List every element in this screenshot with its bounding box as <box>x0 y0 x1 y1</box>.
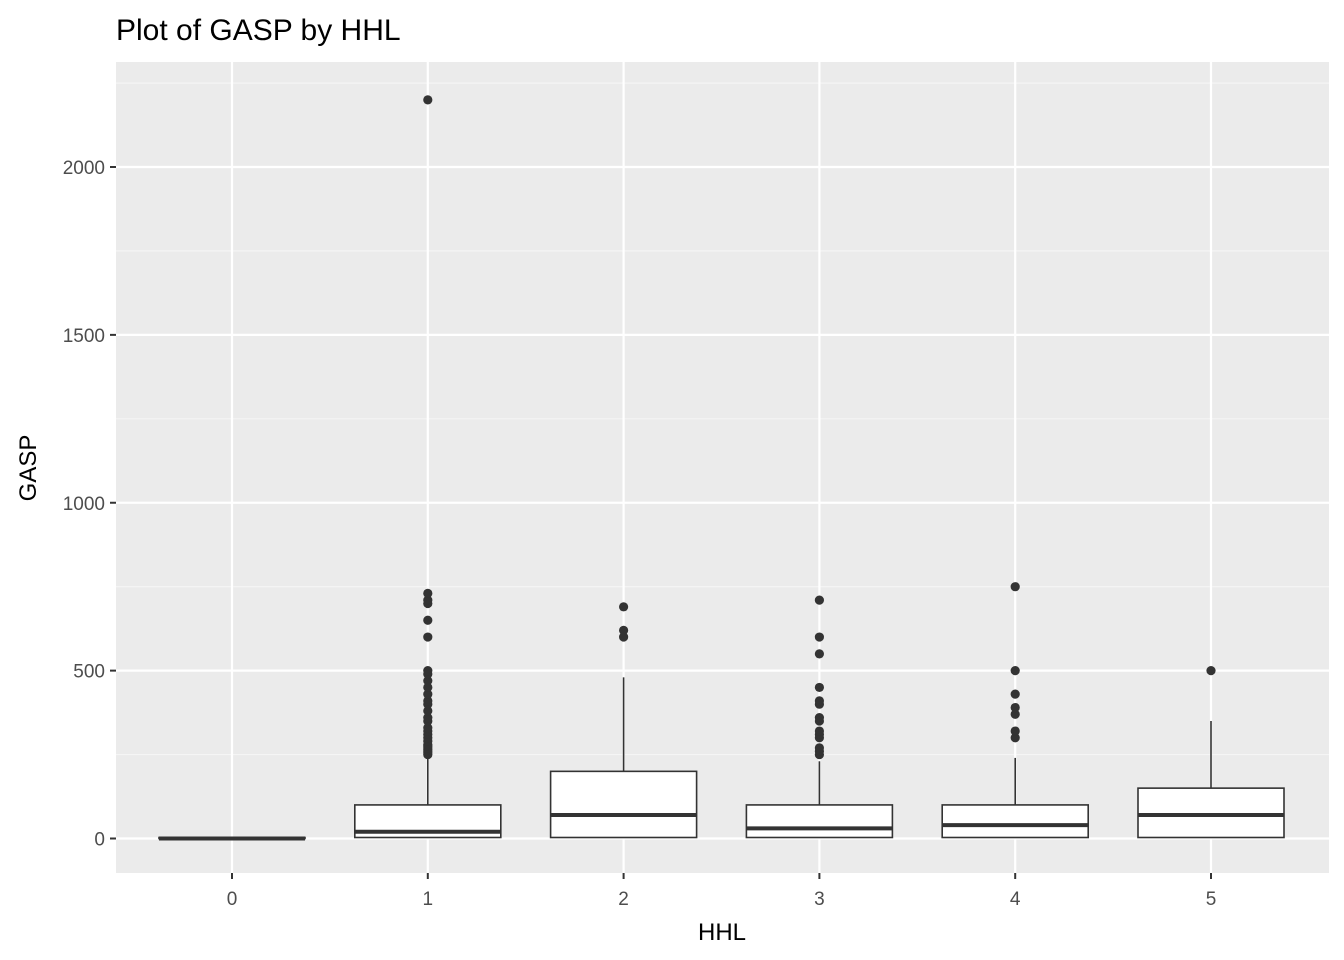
chart-title: Plot of GASP by HHL <box>116 14 401 47</box>
x-tick-label: 3 <box>814 889 825 910</box>
box-series <box>158 95 1285 841</box>
outlier-point <box>1010 733 1020 743</box>
y-axis-title: GASP <box>15 435 42 502</box>
outlier-point <box>423 689 433 699</box>
x-tick-label: 0 <box>227 889 238 910</box>
outlier-point <box>423 723 433 733</box>
outlier-point <box>423 595 433 605</box>
outlier-point <box>619 625 629 635</box>
outlier-point <box>423 632 433 642</box>
box-category-0 <box>158 836 306 841</box>
y-axis-ticks: 0 500 1000 1500 2000 <box>63 158 116 851</box>
x-tick-label: 4 <box>1010 889 1021 910</box>
outlier-point <box>619 602 629 612</box>
outlier-point <box>814 649 825 659</box>
plot-panel <box>116 62 1329 873</box>
y-tick-label: 500 <box>73 662 105 683</box>
outlier-point <box>423 706 433 716</box>
outlier-point <box>423 713 433 723</box>
outlier-point <box>423 682 433 693</box>
box-category-1 <box>353 95 502 839</box>
box-iqr <box>745 804 894 839</box>
y-tick-label: 1500 <box>63 326 105 347</box>
x-tick-label: 2 <box>618 889 629 910</box>
outlier-point <box>1010 666 1020 676</box>
outlier-point <box>423 696 433 706</box>
outlier-point <box>814 682 825 693</box>
box-category-5 <box>1137 666 1285 839</box>
x-tick-label: 5 <box>1206 889 1217 910</box>
box-category-4 <box>941 582 1090 839</box>
outlier-point <box>814 743 825 753</box>
x-tick-label: 1 <box>423 889 434 910</box>
minor-gridlines <box>116 82 1329 756</box>
outlier-point <box>814 713 825 723</box>
y-tick-label: 0 <box>94 830 105 851</box>
box-iqr <box>549 770 698 839</box>
outlier-point <box>1010 689 1020 699</box>
outlier-point <box>1206 666 1216 676</box>
outlier-point <box>423 95 433 105</box>
outlier-point <box>814 595 825 605</box>
x-axis-ticks: 0 1 2 3 4 5 <box>227 873 1217 910</box>
x-axis-title: HHL <box>698 919 746 946</box>
box-iqr <box>1137 787 1285 839</box>
outlier-point <box>619 632 629 642</box>
outlier-point <box>1010 702 1020 713</box>
box-category-2 <box>549 602 698 839</box>
y-tick-label: 2000 <box>63 158 105 179</box>
outlier-point <box>814 632 825 642</box>
outlier-point <box>423 666 433 676</box>
outlier-point <box>814 696 825 706</box>
outlier-point <box>1010 726 1020 736</box>
outlier-point <box>423 676 433 686</box>
outlier-point <box>1010 582 1020 592</box>
y-tick-label: 1000 <box>63 494 105 515</box>
outlier-point <box>423 615 433 625</box>
box-iqr <box>941 804 1090 839</box>
box-category-3 <box>745 595 894 839</box>
outlier-point <box>814 726 825 736</box>
outlier-point <box>1010 709 1020 719</box>
outlier-point <box>423 588 433 599</box>
